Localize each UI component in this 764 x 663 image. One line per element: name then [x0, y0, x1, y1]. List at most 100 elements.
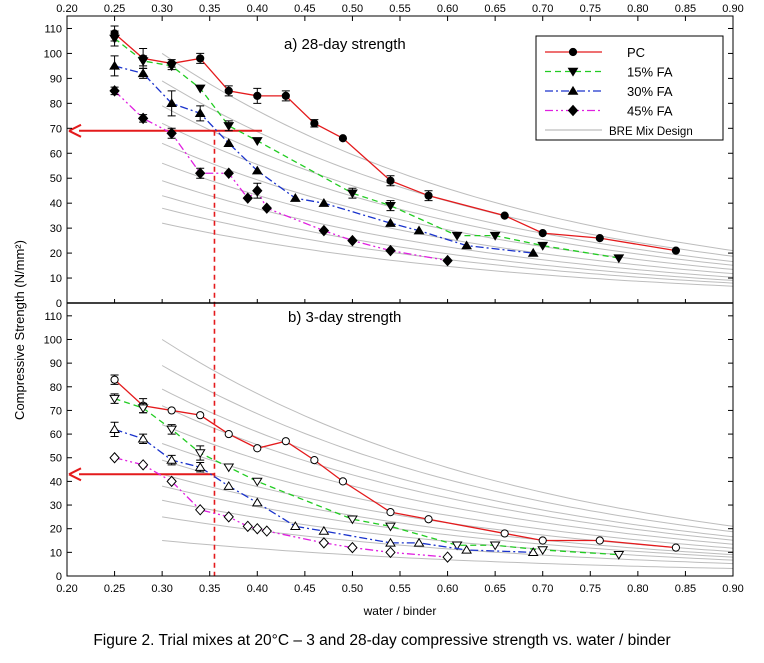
data-point-fa30: [223, 480, 235, 490]
data-point-pc: [338, 477, 348, 486]
x-tick-label-top: 0.25: [104, 3, 125, 15]
data-point-fa45: [195, 504, 206, 516]
y-tick-label: 10: [50, 273, 62, 285]
data-point-fa45: [242, 520, 253, 533]
data-point-fa15: [385, 201, 396, 211]
data-point-fa45: [195, 167, 206, 179]
bre-curve: [161, 424, 734, 545]
y-tick-label: 110: [44, 23, 62, 35]
data-point-fa45: [347, 234, 358, 247]
data-point-fa30: [223, 138, 235, 147]
data-point-fa15: [137, 57, 149, 67]
y-tick-label: 70: [50, 405, 62, 417]
tick-labels: 0.20 0.20 0.25 0.25 0.30 0.30 0.35 0.35 0.40 0.40…: [44, 3, 744, 595]
data-point-pc: [281, 91, 290, 100]
series-line-fa45-p3: [114, 457, 448, 558]
data-point-fa30: [137, 433, 149, 443]
data-point-pc: [424, 515, 433, 524]
data-point-fa45: [442, 254, 453, 267]
x-tick-label-top: 0.70: [532, 3, 553, 15]
x-tick-label-top: 0.65: [484, 3, 505, 15]
bre-curve: [161, 195, 734, 281]
x-tick-label-bottom: 0.40: [247, 583, 268, 595]
data-point-fa15: [166, 425, 178, 435]
data-point-fa15: [537, 241, 549, 251]
figure-caption: Figure 2. Trial mixes at 20°C – 3 and 28…: [93, 632, 670, 649]
data-series: [109, 25, 681, 563]
data-point-pc: [196, 54, 205, 63]
x-tick-label-bottom: 0.50: [342, 583, 363, 595]
data-point-pc: [196, 411, 205, 420]
legend-marker-fa30: [567, 85, 579, 95]
data-point-fa45: [347, 541, 358, 554]
data-point-fa30: [527, 247, 539, 257]
data-point-fa30: [166, 454, 178, 464]
data-point-pc: [538, 229, 547, 238]
y-tick-label: 50: [50, 173, 62, 185]
x-tick-label-top: 0.20: [56, 3, 77, 15]
data-point-fa45: [242, 192, 253, 204]
x-tick-label-bottom: 0.55: [389, 583, 410, 595]
legend-label-bre: BRE Mix Design: [609, 126, 693, 138]
x-tick-label-top: 0.30: [151, 3, 172, 15]
series-line-fa15-p28: [114, 37, 619, 259]
data-point-fa30: [527, 547, 539, 557]
x-tick-label-top: 0.85: [675, 3, 696, 15]
data-point-pc: [671, 246, 681, 255]
data-point-fa45: [261, 202, 272, 214]
data-point-fa30: [413, 537, 425, 547]
bre-curve: [161, 339, 734, 527]
x-tick-label-top: 0.40: [247, 3, 268, 15]
x-tick-label-top: 0.35: [199, 3, 220, 15]
data-point-fa15: [451, 231, 463, 241]
panel-title-3: b) 3-day strength: [288, 309, 401, 326]
data-point-fa45: [223, 511, 234, 523]
legend-label-pc: PC: [627, 45, 645, 60]
data-point-fa15: [385, 522, 396, 532]
data-point-pc: [595, 536, 604, 545]
x-tick-label-top: 0.60: [437, 3, 458, 15]
bre-curve: [161, 365, 734, 533]
y-tick-label: 20: [50, 524, 62, 536]
data-point-fa15: [613, 254, 625, 264]
y-tick-label: 100: [44, 48, 62, 60]
data-point-fa45: [385, 546, 396, 559]
data-point-fa45: [442, 551, 453, 563]
data-point-pc: [500, 211, 509, 220]
data-point-pc: [253, 91, 262, 100]
x-tick-label-top: 0.80: [627, 3, 648, 15]
data-point-fa15: [166, 62, 178, 72]
x-tick-label-top: 0.90: [722, 3, 743, 15]
data-point-pc: [281, 437, 290, 446]
data-point-pc: [110, 375, 119, 384]
x-tick-label-bottom: 0.35: [199, 583, 220, 595]
bre-curve: [161, 122, 734, 266]
y-tick-label: 80: [50, 98, 62, 110]
x-tick-label-bottom: 0.45: [294, 583, 315, 595]
data-point-fa30: [461, 240, 472, 250]
data-point-pc: [671, 543, 681, 552]
data-point-pc: [595, 234, 604, 243]
data-point-fa30: [137, 68, 149, 78]
data-point-pc: [224, 86, 233, 95]
data-point-pc: [538, 536, 547, 545]
x-tick-label-top: 0.55: [389, 3, 410, 15]
data-point-fa15: [537, 546, 549, 556]
x-tick-label-top: 0.75: [580, 3, 601, 15]
x-tick-label-bottom: 0.25: [104, 583, 125, 595]
panel-title-28: a) 28-day strength: [284, 36, 406, 53]
x-tick-label-bottom: 0.80: [627, 583, 648, 595]
data-point-fa15: [223, 122, 235, 131]
bre-curve: [161, 499, 734, 561]
bre-curve: [161, 443, 734, 549]
legend-box: [535, 35, 724, 141]
data-point-fa30: [194, 108, 206, 118]
x-tick-label-bottom: 0.75: [580, 583, 601, 595]
data-point-fa30: [109, 424, 120, 434]
data-point-pc: [338, 134, 348, 143]
y-tick-label: 90: [50, 358, 62, 370]
data-point-fa45: [261, 525, 272, 537]
data-point-fa15: [489, 541, 501, 551]
data-point-pc: [310, 119, 319, 128]
x-tick-label-bottom: 0.65: [484, 583, 505, 595]
